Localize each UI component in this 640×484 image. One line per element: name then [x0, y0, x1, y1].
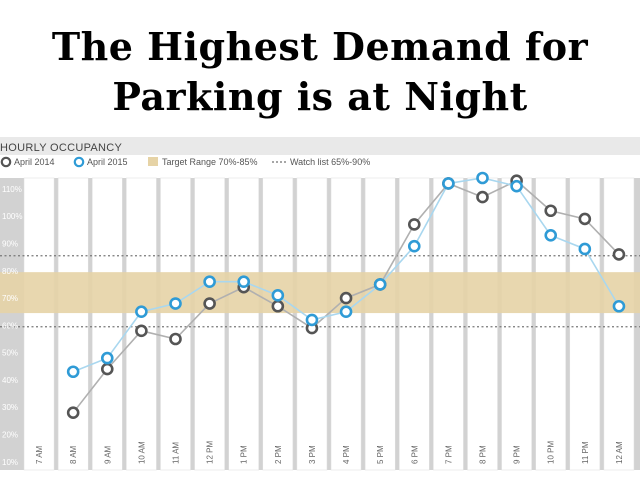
x-tick-label: 6 PM: [410, 445, 419, 464]
series-1-point: [305, 313, 319, 327]
page-title: The Highest Demand for Parking is at Nig…: [0, 22, 640, 122]
y-tick-label: 80%: [2, 267, 18, 276]
legend-label-1: April 2015: [87, 157, 128, 167]
series-1-point: [169, 297, 182, 310]
series-1-point: [237, 275, 251, 289]
series-1-point: [135, 305, 148, 319]
series-0-point: [578, 212, 592, 226]
hour-column: [194, 177, 225, 471]
x-tick-label: 8 PM: [479, 445, 488, 464]
series-1-point: [66, 365, 80, 379]
legend-target-label: Target Range 70%-85%: [162, 157, 258, 167]
hour-column: [330, 177, 362, 471]
hour-column: [535, 177, 567, 471]
hour-column: [569, 177, 601, 471]
series-1-point: [203, 275, 216, 289]
x-tick-label: 3 PM: [308, 445, 317, 464]
hour-column: [501, 177, 532, 471]
hour-column: [262, 177, 294, 471]
hour-column: [433, 177, 464, 471]
y-tick-label: 40%: [2, 376, 18, 385]
legend-label-0: April 2014: [14, 157, 55, 167]
series-0-point: [544, 204, 558, 218]
legend-marker-0: [0, 156, 12, 168]
title-line-1: The Highest Demand for: [51, 24, 589, 69]
series-0-point: [271, 299, 285, 313]
x-tick-label: 1 PM: [240, 445, 249, 464]
hour-column: [57, 177, 89, 471]
series-0-point: [169, 332, 182, 346]
series-0-point: [203, 297, 216, 310]
hour-column: [467, 177, 498, 471]
x-tick-label: 11 AM: [172, 442, 181, 464]
series-1-point: [442, 177, 455, 190]
series-0-point: [407, 218, 421, 231]
chart-subtitle: HOURLY OCCUPANCY: [0, 142, 123, 154]
series-1-point: [271, 289, 285, 302]
series-0-point: [100, 362, 114, 376]
hour-column: [91, 177, 123, 471]
series-1-point: [544, 229, 558, 242]
series-0-point: [135, 324, 148, 338]
x-tick-label: 12 AM: [615, 441, 624, 464]
x-tick-label: 4 PM: [342, 445, 351, 464]
series-1-point: [407, 239, 421, 253]
hour-column: [364, 177, 396, 471]
series-1-point: [578, 242, 592, 256]
y-tick-label: 100%: [2, 212, 22, 221]
series-1-point: [612, 299, 626, 313]
y-tick-label: 110%: [2, 185, 22, 194]
series-1-point: [373, 278, 387, 291]
hour-column: [228, 177, 260, 471]
hour-column: [23, 177, 55, 471]
series-0-point: [476, 190, 489, 204]
y-tick-label: 70%: [2, 294, 18, 303]
y-tick-label: 90%: [2, 239, 18, 248]
x-tick-label: 11 PM: [581, 441, 590, 464]
y-tick-label: 30%: [2, 403, 18, 412]
x-tick-label: 12 PM: [206, 441, 215, 464]
x-tick-label: 5 PM: [376, 445, 385, 464]
hour-column: [603, 177, 635, 471]
y-tick-label: 50%: [2, 349, 18, 358]
series-0-point: [339, 291, 353, 305]
legend-target-swatch: [148, 157, 158, 166]
series-1-point: [100, 351, 114, 365]
x-tick-label: 10 AM: [137, 441, 146, 464]
series-1-point: [510, 179, 523, 193]
hour-column: [126, 177, 157, 471]
x-tick-label: 9 AM: [103, 445, 112, 464]
x-tick-label: 7 PM: [444, 445, 453, 464]
y-tick-label: 20%: [2, 431, 18, 440]
y-tick-label: 10%: [2, 458, 18, 467]
y-tick-label: 60%: [2, 321, 18, 330]
x-tick-label: 7 AM: [35, 445, 44, 464]
series-0-point: [612, 248, 626, 261]
target-range-band: [0, 272, 640, 314]
series-1-point: [476, 171, 489, 185]
x-tick-label: 2 PM: [274, 445, 283, 464]
x-tick-label: 10 PM: [547, 441, 556, 464]
x-tick-label: 9 PM: [513, 445, 522, 464]
hour-column: [160, 177, 191, 471]
series-1-point: [339, 305, 353, 319]
title-line-2: Parking is at Night: [112, 74, 528, 119]
legend-watch-label: Watch list 65%-90%: [290, 157, 370, 167]
x-tick-label: 8 AM: [69, 445, 78, 464]
series-0-point: [66, 406, 80, 419]
chart-header-strip: [0, 137, 640, 155]
legend-marker-1: [73, 156, 85, 168]
